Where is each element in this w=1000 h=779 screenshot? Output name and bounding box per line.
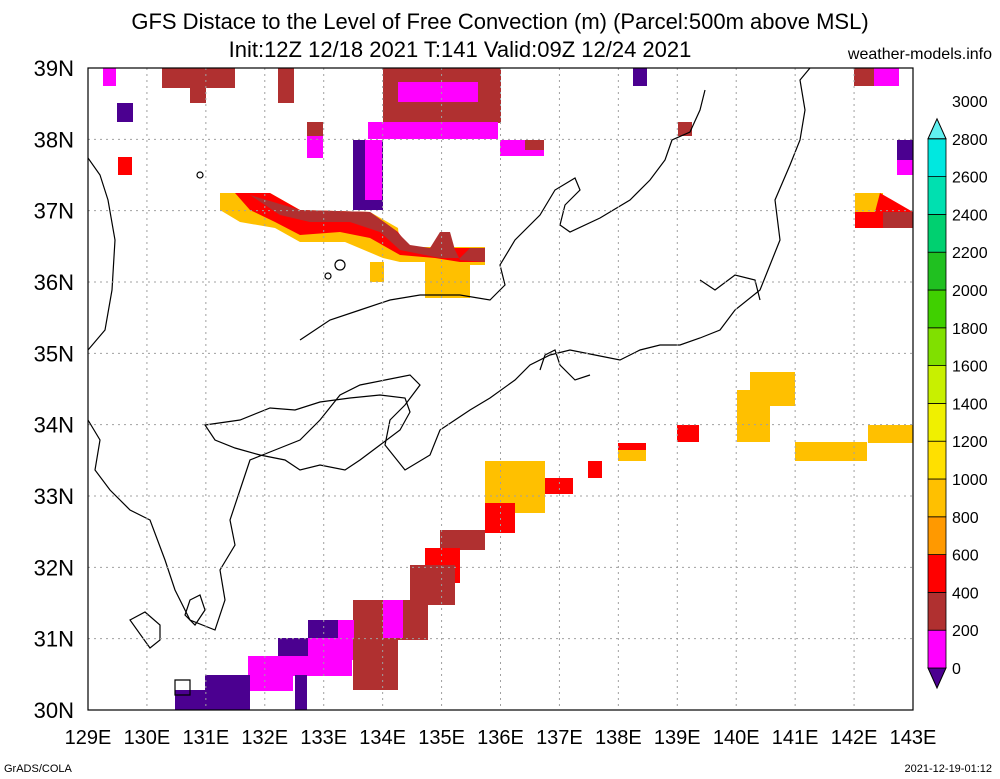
lon-tick-label: 135E [418, 727, 465, 749]
colorbar-level-label: 1000 [952, 472, 988, 489]
colorbar-swatch [927, 516, 947, 555]
plot-frame [87, 67, 914, 711]
lat-tick-label: 37N [34, 199, 74, 224]
colorbar-level-label: 1400 [952, 396, 988, 413]
lat-tick-label: 34N [34, 413, 74, 438]
colorbar: 0 200 400 600 800 1000 1200 1400 1600 1800 2000 220… [927, 94, 988, 690]
colorbar-level-label: 1600 [952, 359, 988, 376]
lat-tick-label: 30N [34, 698, 74, 723]
lon-tick-label: 142E [831, 727, 878, 749]
lon-tick-label: 139E [654, 727, 701, 749]
colorbar-level-label: 0 [952, 661, 961, 678]
lon-tick-label: 133E [300, 727, 347, 749]
colorbar-level-label: 600 [952, 548, 979, 565]
colorbar-level-label: 2400 [952, 207, 988, 224]
colorbar-level-label: 1200 [952, 434, 988, 451]
colorbar-swatch [927, 629, 947, 669]
colorbar-swatch [927, 213, 947, 253]
lon-tick-label: 132E [241, 727, 288, 749]
lon-tick-label: 136E [477, 727, 524, 749]
lat-tick-label: 38N [34, 127, 74, 152]
colorbar-level-label: 1800 [952, 321, 988, 338]
footer-credit: GrADS/COLA [4, 763, 72, 775]
lon-tick-label: 141E [772, 727, 819, 749]
colorbar-swatch [927, 478, 947, 518]
lon-tick-label: 143E [890, 727, 937, 749]
coastline [88, 68, 811, 696]
lon-tick-label: 131E [182, 727, 229, 749]
lat-tick-label: 39N [34, 56, 74, 81]
colorbar-level-label: 2200 [952, 245, 988, 262]
colorbar-swatch [927, 289, 947, 329]
colorbar-swatch [927, 440, 947, 480]
colorbar-swatch [927, 592, 947, 631]
lon-tick-label: 140E [713, 727, 760, 749]
graticule [88, 68, 913, 710]
colorbar-swatch [927, 176, 947, 215]
colorbar-level-label: 2000 [952, 283, 988, 300]
lat-tick-label: 35N [34, 341, 74, 366]
footer-timestamp: 2021-12-19-01:12 [904, 763, 992, 775]
lon-tick-label: 137E [536, 727, 583, 749]
lon-axis: 129E 130E 131E 132E 133E 134E 135E 136E 137E 138E… [65, 727, 937, 749]
colorbar-level-label: 2800 [952, 132, 988, 149]
lat-tick-label: 32N [34, 555, 74, 580]
lon-tick-label: 134E [359, 727, 406, 749]
colorbar-swatch [927, 327, 947, 366]
lon-tick-label: 130E [124, 727, 171, 749]
colorbar-swatch [927, 251, 947, 291]
chart-title: GFS Distace to the Level of Free Convect… [131, 9, 869, 34]
colorbar-swatch [927, 138, 947, 178]
lat-tick-label: 33N [34, 484, 74, 509]
colorbar-level-label: 400 [952, 585, 979, 602]
lat-tick-label: 36N [34, 270, 74, 295]
colorbar-level-label: 3000 [952, 94, 988, 111]
colorbar-min-arrow [927, 667, 947, 690]
lat-axis: 30N 31N 32N 33N 34N 35N 36N 37N 38N 39N [34, 56, 74, 723]
colorbar-swatch [927, 402, 947, 442]
colorbar-max-arrow [927, 117, 947, 140]
site-credit: weather-models.info [847, 46, 992, 63]
colorbar-level-label: 800 [952, 510, 979, 527]
colorbar-swatch [927, 554, 947, 593]
colorbar-level-label: 2600 [952, 170, 988, 187]
lat-tick-label: 31N [34, 627, 74, 652]
chart-subtitle: Init:12Z 12/18 2021 T:141 Valid:09Z 12/2… [228, 37, 692, 62]
colorbar-level-label: 200 [952, 623, 979, 640]
lon-tick-label: 129E [65, 727, 112, 749]
colorbar-swatch [927, 365, 947, 404]
lon-tick-label: 138E [595, 727, 642, 749]
